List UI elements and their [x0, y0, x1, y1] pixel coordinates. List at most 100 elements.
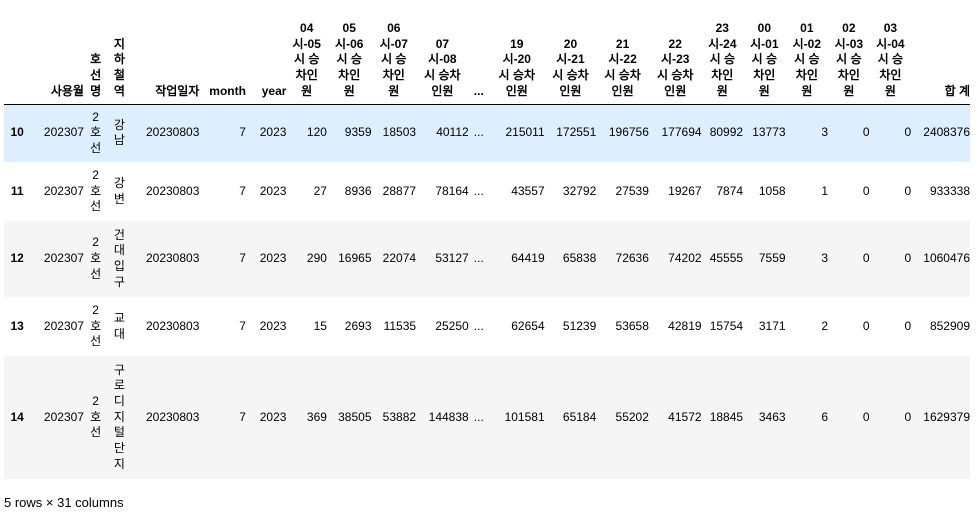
cell-c-03: 0: [904, 183, 912, 198]
cell-c-ym: 202307: [43, 318, 84, 333]
cell-c-date: 20230803: [145, 318, 200, 333]
table-row[interactable]: 11 202307 2 호 선 강 변 20230803 7 2023 27 8936 28877 781…: [4, 162, 970, 221]
cell-c-04: 120: [306, 125, 327, 140]
cell-c-total: 1060476: [923, 251, 970, 266]
cell-c-total: 2408376: [923, 125, 970, 140]
cell-c-date: 20230803: [145, 251, 200, 266]
cell-c-01: 2: [821, 318, 829, 333]
cell-c-20: 65184: [562, 409, 597, 424]
cell-c-22: 177694: [661, 125, 702, 140]
cell-c-01: 3: [821, 125, 829, 140]
cell-c-01: 6: [821, 409, 829, 424]
cell-c-05: 16965: [338, 251, 372, 266]
column-header-c-ym: 사용월: [50, 83, 84, 98]
column-header-c-ell: ...: [473, 83, 484, 98]
row-index: 14: [10, 409, 24, 424]
cell-c-date: 20230803: [145, 183, 200, 198]
cell-c-00: 1058: [758, 183, 786, 198]
column-header-c-19: 19 시-20 시 승차 인원: [498, 36, 536, 98]
cell-c-ym: 202307: [43, 251, 84, 266]
cell-c-06: 11535: [383, 318, 417, 333]
column-header-c-03: 03 시-04 시 승 차인 원: [876, 20, 905, 98]
cell-c-total: 933338: [929, 183, 970, 198]
cell-c-03: 0: [904, 409, 912, 424]
cell-c-02: 0: [862, 183, 870, 198]
cell-c-year: 2023: [259, 251, 287, 266]
cell-c-02: 0: [862, 409, 870, 424]
cell-c-06: 28877: [382, 183, 417, 198]
cell-c-00: 3171: [758, 318, 786, 333]
column-header-c-02: 02 시-03 시 승 차인 원: [834, 20, 864, 98]
cell-c-23: 15754: [709, 318, 744, 333]
cell-c-19: 43557: [511, 183, 545, 198]
table-row[interactable]: 13 202307 2 호 선 교 대 20230803 7 2023 15 2693 11535 252…: [4, 297, 970, 356]
cell-c-year: 2023: [259, 183, 287, 198]
cell-c-23: 80992: [709, 125, 744, 140]
cell-c-month: 7: [239, 125, 246, 140]
cell-c-00: 3463: [758, 409, 786, 424]
cell-c-02: 0: [862, 251, 870, 266]
column-header-c-07: 07 시-08 시 승차 인원: [424, 36, 461, 98]
column-header-c-month: month: [209, 83, 246, 98]
cell-c-06: 18503: [382, 125, 417, 140]
cell-c-04: 15: [313, 318, 327, 333]
column-header-c-05: 05 시-06 시 승 차인 원: [335, 20, 364, 98]
cell-c-21: 53658: [615, 318, 649, 333]
cell-c-05: 8936: [344, 183, 372, 198]
column-header-c-23: 23 시-24 시 승 차인 원: [708, 20, 737, 98]
cell-c-total: 1629379: [923, 409, 970, 424]
cell-c-20: 51239: [562, 318, 597, 333]
cell-c-23: 7874: [716, 183, 744, 198]
cell-c-03: 0: [904, 318, 912, 333]
cell-c-month: 7: [239, 183, 246, 198]
column-header-c-total: 합 계: [944, 83, 970, 98]
cell-c-month: 7: [239, 409, 246, 424]
cell-c-05: 9359: [344, 125, 372, 140]
cell-c-05: 2693: [344, 318, 372, 333]
cell-c-ym: 202307: [43, 125, 84, 140]
cell-c-04: 290: [306, 251, 327, 266]
cell-c-01: 3: [821, 251, 829, 266]
row-index: 11: [10, 183, 24, 198]
cell-c-22: 19267: [668, 183, 702, 198]
cell-c-23: 18845: [709, 409, 744, 424]
table-row[interactable]: 12 202307 2 호 선 건 대 입 구 20230803 7 2023 290 16965 2207…: [4, 221, 970, 297]
cell-c-03: 0: [904, 125, 912, 140]
column-header-c-date: 작업일자: [155, 83, 200, 98]
cell-c-04: 27: [313, 183, 327, 198]
cell-c-date: 20230803: [145, 125, 200, 140]
cell-c-07: 53127: [435, 251, 469, 266]
cell-c-21: 27539: [615, 183, 649, 198]
table-row[interactable]: 10 202307 2 호 선 강 남 20230803 7 2023 120 9359 18503 40…: [4, 104, 970, 162]
cell-c-ell: ...: [473, 251, 484, 266]
column-header-c-21: 21 시-22 시 승차 인원: [604, 36, 641, 98]
cell-c-01: 1: [821, 183, 829, 198]
table-row[interactable]: 14 202307 2 호 선 구 로 디 지 털 단 지 20230803 7 2023 369 38505 5…: [4, 356, 970, 479]
cell-c-07: 25250: [435, 318, 469, 333]
cell-c-22: 74202: [668, 251, 702, 266]
cell-c-06: 53882: [382, 409, 417, 424]
cell-c-21: 55202: [615, 409, 649, 424]
cell-c-20: 65838: [562, 251, 597, 266]
cell-c-total: 852909: [929, 318, 970, 333]
cell-c-06: 22074: [382, 251, 417, 266]
cell-c-19: 101581: [504, 409, 545, 424]
column-header-c-20: 20 시-21 시 승차 인원: [552, 36, 589, 98]
column-header-idx: [4, 0, 30, 104]
cell-c-20: 32792: [562, 183, 597, 198]
column-header-c-01: 01 시-02 시 승 차인 원: [792, 20, 822, 98]
cell-c-03: 0: [904, 251, 912, 266]
table-header: 사용월 호 선 명 지 하 철 역 작업일자 month year 04 시-05 시 승 차인 원 05 시-0…: [4, 0, 970, 104]
cell-c-ell: ...: [473, 183, 484, 198]
column-header-c-00: 00 시-01 시 승 차인 원: [750, 20, 779, 98]
cell-c-21: 72636: [615, 251, 649, 266]
row-index: 13: [10, 318, 24, 333]
cell-c-00: 13773: [752, 125, 786, 140]
